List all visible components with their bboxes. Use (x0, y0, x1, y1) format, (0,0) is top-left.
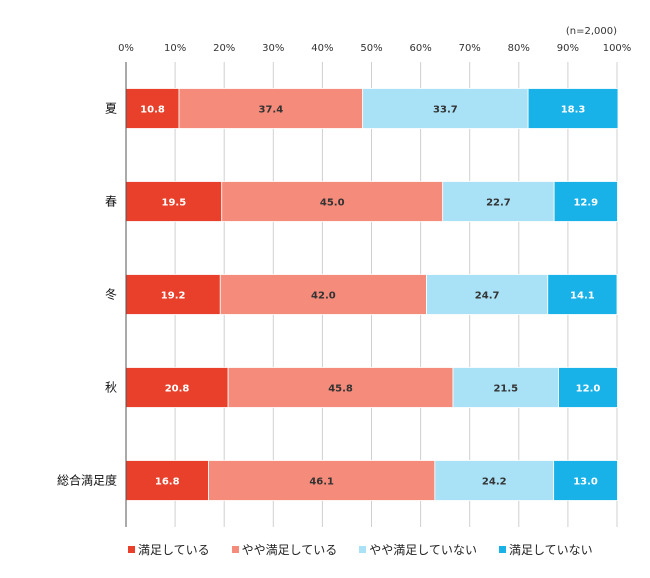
x-tick-label: 60% (409, 43, 431, 54)
bar-segment (434, 460, 555, 501)
bar-value-label: 45.8 (328, 384, 353, 395)
legend: 満足している やや満足している やや満足していない 満足していない (128, 541, 615, 558)
category-label: 春 (105, 195, 117, 209)
category-label: 夏 (105, 102, 117, 116)
bar-value-label: 18.3 (561, 105, 586, 116)
bar-segment (452, 367, 559, 408)
category-label: 総合満足度 (57, 473, 117, 488)
bar-segment (125, 367, 229, 408)
bar-segment (219, 274, 427, 315)
bar-value-label: 12.0 (576, 384, 601, 395)
x-tick-label: 0% (118, 43, 134, 54)
legend-swatch (231, 546, 239, 553)
bar-value-label: 24.7 (475, 291, 500, 302)
legend-label: やや満足していない (369, 543, 477, 557)
bar-value-label: 12.9 (573, 198, 598, 209)
legend-label: やや満足している (241, 543, 338, 557)
legend-swatch (498, 546, 506, 553)
x-tick-label: 30% (262, 43, 284, 54)
bar-value-label: 19.2 (161, 291, 186, 302)
legend-item: 満足している (128, 541, 210, 558)
bar-value-label: 19.5 (162, 198, 187, 209)
x-tick-label: 20% (213, 43, 235, 54)
bar-value-label: 13.0 (573, 477, 598, 488)
bar-value-label: 37.4 (259, 105, 284, 116)
category-label: 秋 (105, 381, 117, 395)
bar-value-label: 45.0 (320, 198, 345, 209)
x-tick-label: 40% (311, 43, 333, 54)
bar-segment (125, 460, 209, 501)
legend-item: やや満足している (231, 541, 338, 558)
bar-value-label: 22.7 (486, 198, 511, 209)
x-tick-label: 80% (508, 43, 530, 54)
bar-value-label: 33.7 (433, 105, 458, 116)
x-tick-labels: 0% 10% 20% 30% 40% 50% 60% 70% 80% 90% 100% (118, 43, 631, 54)
x-tick-label: 50% (360, 43, 382, 54)
bar-segment (208, 460, 436, 501)
bar-segment (442, 181, 555, 222)
bar-value-label: 14.1 (570, 291, 595, 302)
bar-segment (527, 88, 619, 129)
bar-value-label: 46.1 (309, 477, 334, 488)
legend-item: 満足していない (498, 541, 593, 558)
bar-segment (547, 274, 618, 315)
bar-segment (227, 367, 454, 408)
bar-segment (221, 181, 444, 222)
x-tick-label: 90% (557, 43, 579, 54)
legend-label: 満足している (138, 543, 210, 557)
bar-segment (125, 181, 223, 222)
stacked-bar-chart: (n=2,000) 0% 10% 20% 30% 40% 50% 60% 70% 80% 90% 1… (57, 26, 631, 527)
legend-item: やや満足していない (359, 541, 477, 558)
legend-swatch (359, 546, 367, 553)
bar-value-label: 10.8 (140, 105, 165, 116)
bar-segment (558, 367, 618, 408)
bar-value-label: 20.8 (165, 384, 190, 395)
bar-value-label: 21.5 (493, 384, 518, 395)
legend-label: 満足していない (508, 543, 593, 557)
sample-size-note: (n=2,000) (566, 26, 617, 37)
x-tick-label: 100% (603, 43, 632, 54)
bar-value-label: 16.8 (155, 477, 180, 488)
x-tick-label: 10% (164, 43, 186, 54)
legend-swatch (128, 546, 135, 553)
bar-segment (553, 181, 618, 222)
x-tick-label: 70% (459, 43, 481, 54)
bar-value-label: 24.2 (482, 477, 507, 488)
category-label: 冬 (105, 287, 117, 302)
bar-segment (553, 460, 618, 501)
bars: 10.8 37.4 33.7 18.3 19.5 45.0 22.7 12.9 19.2 42.0… (125, 88, 619, 501)
bar-value-label: 42.0 (311, 291, 336, 302)
